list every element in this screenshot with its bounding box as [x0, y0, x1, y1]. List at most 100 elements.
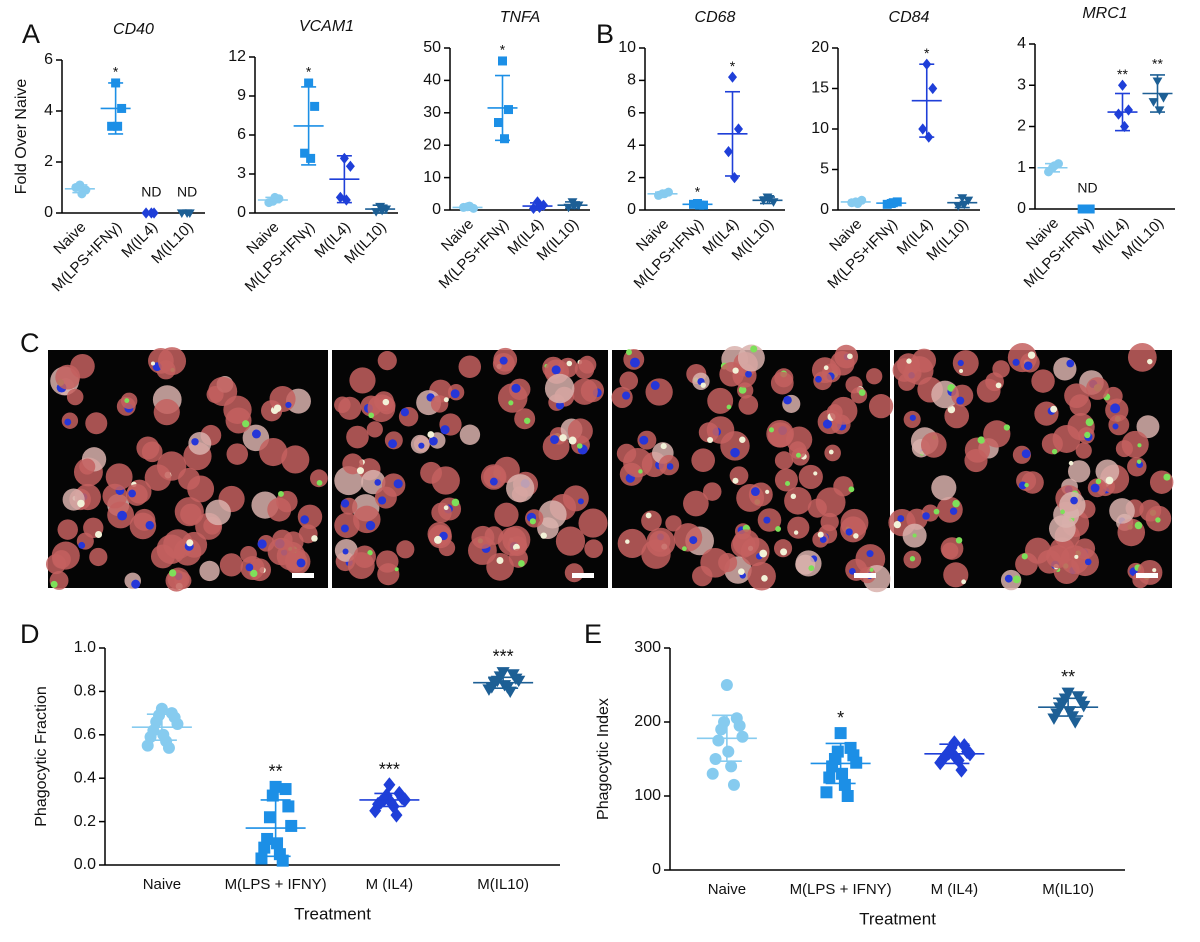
chart-title: TNFA — [500, 9, 541, 26]
nucleus — [622, 391, 631, 400]
data-point — [725, 760, 738, 773]
bead — [356, 467, 364, 475]
y-tick-label: 40 — [423, 72, 441, 89]
scale-bar — [854, 573, 876, 578]
bead — [1012, 575, 1021, 584]
nucleus — [400, 408, 409, 417]
nucleus — [511, 383, 521, 393]
data-point — [266, 789, 279, 802]
nucleus — [1023, 361, 1033, 370]
bead — [523, 417, 531, 424]
cell — [484, 526, 504, 545]
micrograph — [332, 347, 608, 588]
bead — [638, 469, 643, 474]
cell — [920, 432, 947, 458]
nucleus — [378, 496, 387, 505]
y-axis-label: Fold Over Naive — [13, 79, 30, 195]
cell — [707, 387, 734, 414]
cell — [396, 540, 415, 559]
y-tick-label: 50 — [423, 39, 441, 56]
nucleus — [551, 365, 561, 375]
nucleus — [440, 425, 450, 435]
bead — [700, 382, 706, 388]
cell — [673, 523, 703, 552]
bead — [1163, 473, 1171, 481]
cell — [774, 451, 794, 470]
bead — [443, 397, 449, 403]
bead — [726, 404, 732, 410]
bead — [681, 546, 687, 552]
data-point — [706, 767, 719, 780]
bead — [168, 569, 177, 577]
y-tick-label: 0.8 — [74, 683, 96, 700]
cell — [459, 424, 481, 445]
nucleus — [388, 439, 398, 449]
nucleus — [1110, 403, 1121, 414]
cell — [1136, 415, 1160, 439]
bead — [1155, 517, 1161, 523]
cell — [985, 372, 1004, 392]
data-point — [1077, 204, 1087, 214]
data-point — [162, 741, 175, 754]
cell — [431, 502, 452, 523]
y-tick-label: 20 — [811, 39, 829, 56]
data-point — [500, 134, 509, 144]
cell — [868, 394, 894, 419]
data-point — [834, 727, 847, 740]
significance-label: * — [837, 708, 844, 728]
bead — [1024, 482, 1029, 488]
cell — [729, 466, 749, 486]
y-axis-label: Phagocytic Index — [595, 698, 612, 820]
bead — [443, 505, 449, 511]
nucleus — [819, 536, 827, 543]
cell — [904, 356, 934, 385]
y-tick-label: 300 — [634, 639, 661, 656]
nucleus — [1084, 558, 1092, 566]
data-point — [271, 837, 284, 850]
bead — [732, 477, 739, 484]
bead — [427, 431, 435, 438]
significance-label: * — [924, 45, 930, 61]
data-point — [724, 146, 733, 158]
bead — [273, 404, 282, 412]
cell — [349, 367, 376, 394]
chart-title: CD68 — [695, 9, 736, 26]
bead — [823, 365, 829, 371]
data-point — [1061, 687, 1075, 699]
nucleus — [117, 510, 128, 521]
cell — [691, 448, 715, 473]
data-point — [730, 171, 739, 184]
data-point — [823, 771, 836, 784]
nucleus — [897, 515, 905, 523]
data-point — [390, 807, 403, 823]
bead — [94, 530, 103, 539]
y-tick-label: 0 — [652, 861, 661, 878]
x-axis-label: Treatment — [859, 909, 936, 928]
y-tick-label: 6 — [627, 104, 636, 121]
cell — [366, 421, 383, 438]
bead — [626, 349, 632, 356]
nucleus — [1021, 449, 1031, 459]
cell — [353, 505, 381, 534]
nucleus — [650, 381, 660, 390]
nucleus — [418, 442, 425, 449]
bead — [367, 550, 373, 556]
data-point — [1148, 98, 1159, 107]
bead — [793, 530, 799, 535]
bead — [959, 369, 964, 374]
bead — [869, 567, 874, 572]
data-point — [494, 118, 503, 128]
x-tick-label: M (IL4) — [366, 876, 414, 893]
significance-label: ND — [177, 184, 197, 200]
y-tick-label: 2 — [627, 169, 636, 186]
data-point — [482, 684, 496, 696]
data-point — [276, 854, 289, 867]
y-tick-label: 9 — [237, 87, 246, 104]
nucleus — [922, 512, 930, 520]
cell — [787, 516, 810, 539]
nucleus — [783, 395, 792, 405]
bead — [1003, 424, 1010, 431]
bead — [795, 452, 801, 458]
nucleus — [340, 524, 349, 533]
bead — [645, 512, 652, 519]
